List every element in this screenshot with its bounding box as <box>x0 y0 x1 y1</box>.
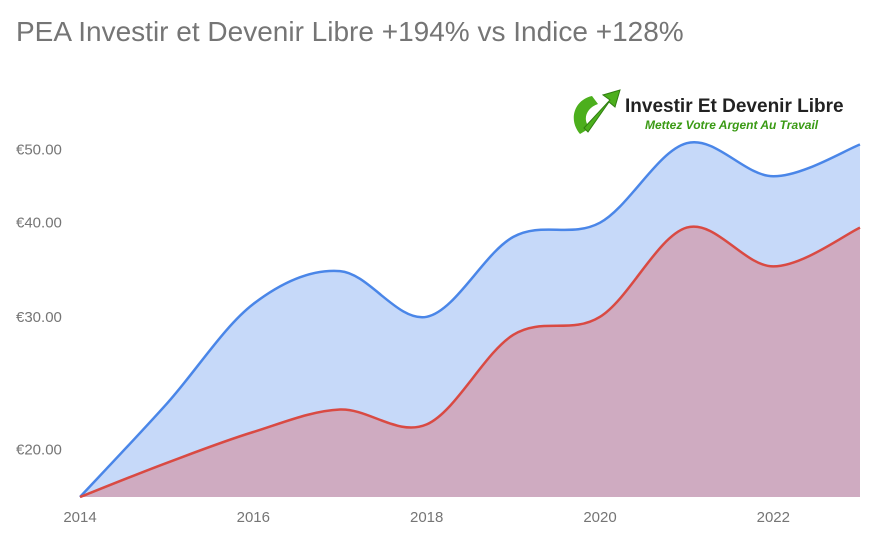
brand-logo: Investir Et Devenir Libre Mettez Votre A… <box>573 89 844 134</box>
x-tick-label: 2020 <box>583 509 616 526</box>
axis-labels: €20.00 €30.00 €40.00 €50.00 2014 2016 2018 2020… <box>16 142 790 526</box>
logo-name: Investir Et Devenir Libre <box>625 96 844 117</box>
y-tick-label: €50.00 <box>16 142 62 159</box>
chart-areas <box>80 142 860 497</box>
x-tick-label: 2018 <box>410 509 443 526</box>
x-tick-label: 2014 <box>63 509 96 526</box>
y-tick-label: €30.00 <box>16 309 62 326</box>
chart-title: PEA Investir et Devenir Libre +194% vs I… <box>16 16 684 47</box>
series-line-index <box>79 225 861 499</box>
y-tick-label: €20.00 <box>16 442 62 459</box>
series-line-portfolio <box>79 140 861 498</box>
logo-tagline: Mettez Votre Argent Au Travail <box>645 118 819 132</box>
logo-arrow-icon <box>573 89 621 134</box>
chart-lines <box>79 140 861 499</box>
series-area-index <box>80 226 860 497</box>
x-tick-label: 2022 <box>757 509 790 526</box>
y-tick-label: €40.00 <box>16 215 62 232</box>
x-tick-label: 2016 <box>237 509 270 526</box>
